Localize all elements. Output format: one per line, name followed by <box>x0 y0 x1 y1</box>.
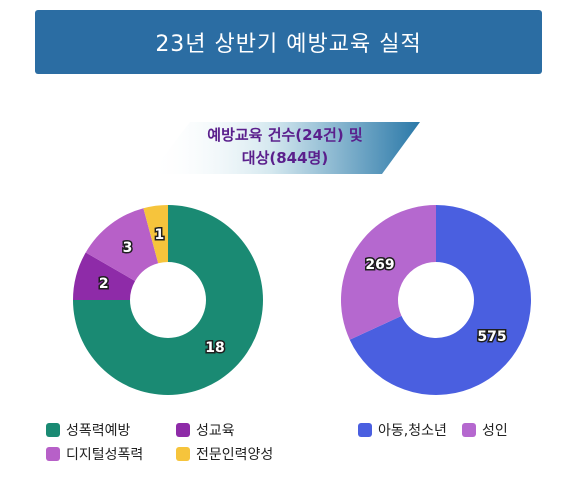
donut-0-slice-3 <box>143 205 168 264</box>
legend-item-2: 디지털성폭력 <box>46 444 143 464</box>
donut-0-data-label-3: 1 <box>154 227 164 243</box>
donut-1-data-label-1: 269 <box>365 257 394 273</box>
legend-swatch <box>358 423 372 437</box>
donut-0-data-label-0: 18 <box>205 340 224 356</box>
legend-left: 성폭력예방 성교육 디지털성폭력 전문인력양성 <box>46 420 306 470</box>
legend-label: 성교육 <box>196 423 235 439</box>
subtitle-ribbon <box>150 122 420 174</box>
subtitle-line-1: 예방교육 건수(24건) 및 <box>207 126 363 144</box>
legend-label: 아동,청소년 <box>378 423 447 439</box>
legend-label: 전문인력양성 <box>196 447 274 463</box>
legend-swatch <box>176 423 190 437</box>
donut-0-slice-1 <box>73 252 136 300</box>
donut-0-data-label-1: 2 <box>99 276 109 292</box>
title-banner: 23년 상반기 예방교육 실적 <box>35 10 542 74</box>
legend-label: 성인 <box>482 423 508 439</box>
legend-item-0: 성폭력예방 <box>46 420 130 440</box>
legend-swatch <box>46 447 60 461</box>
subtitle-line-2: 대상(844명) <box>241 149 329 167</box>
legend-right: 아동,청소년 성인 <box>358 420 558 444</box>
page-title: 23년 상반기 예방교육 실적 <box>155 32 422 57</box>
legend-swatch <box>46 423 60 437</box>
legend-label: 성폭력예방 <box>66 423 131 439</box>
donut-0-slice-2 <box>85 208 159 281</box>
donut-1-data-label-0: 575 <box>477 329 506 345</box>
donut-0-slice-0 <box>73 205 263 395</box>
legend-item-3: 전문인력양성 <box>176 444 273 464</box>
legend-item-0: 아동,청소년 <box>358 420 447 440</box>
donut-1-slice-1 <box>341 205 436 340</box>
donut-0-data-label-2: 3 <box>123 240 133 256</box>
subtitle: 예방교육 건수(24건) 및 대상(844명) <box>150 124 420 170</box>
legend-label: 디지털성폭력 <box>66 447 144 463</box>
legend-item-1: 성교육 <box>176 420 235 440</box>
subtitle-banner: 예방교육 건수(24건) 및 대상(844명) <box>150 122 420 174</box>
legend-item-1: 성인 <box>462 420 508 440</box>
legend-swatch <box>462 423 476 437</box>
donut-1-slice-0 <box>349 205 531 396</box>
legend-swatch <box>176 447 190 461</box>
